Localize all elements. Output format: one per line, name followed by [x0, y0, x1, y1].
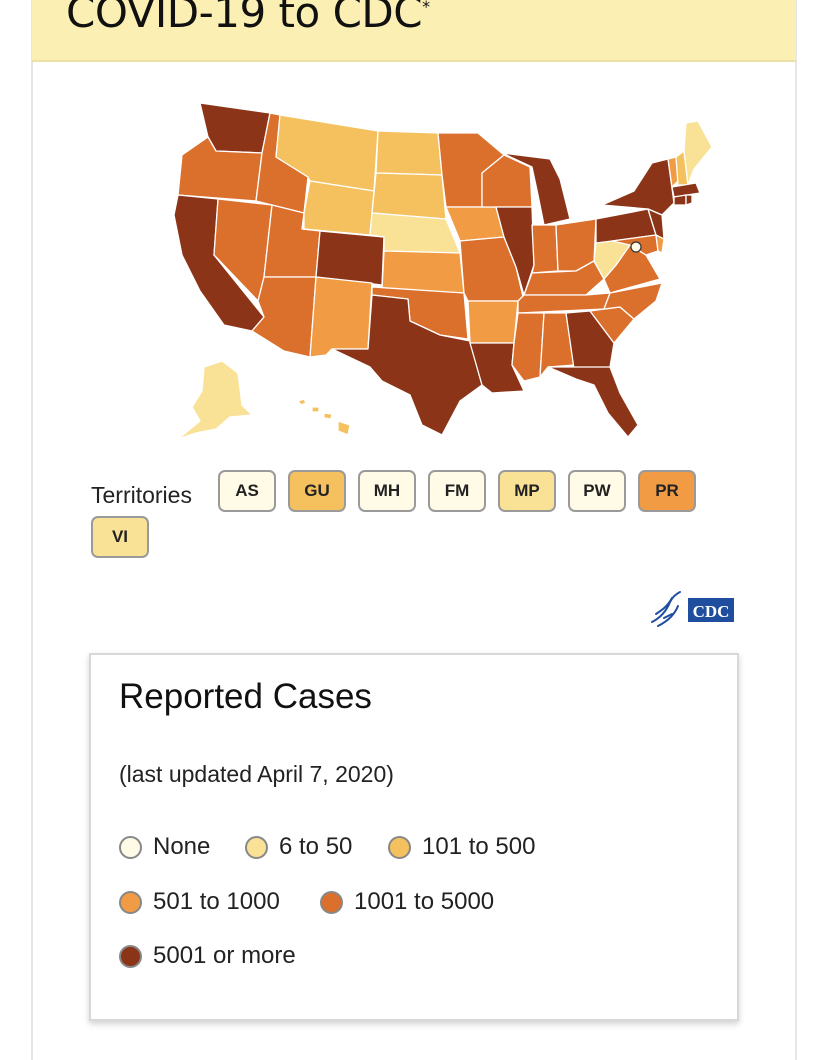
state-nebraska[interactable]: [369, 212, 461, 254]
territories-label: Territories: [91, 482, 192, 508]
state-hawaii[interactable]: [297, 398, 351, 436]
legend-item-101-to-500: 101 to 500: [388, 833, 535, 861]
state-indiana[interactable]: [531, 224, 559, 274]
legend-swatch: [119, 890, 142, 914]
territory-button-pw[interactable]: PW: [568, 470, 626, 512]
state-kansas[interactable]: [381, 250, 465, 294]
state-new-mexico[interactable]: [309, 276, 373, 358]
state-mississippi[interactable]: [511, 312, 545, 382]
card-header: COVID-19 to CDC*: [32, 0, 796, 62]
territory-button-as[interactable]: AS: [218, 470, 276, 512]
state-south-dakota[interactable]: [371, 172, 447, 220]
hhs-eagle-icon: [651, 591, 681, 627]
state-new-york[interactable]: [601, 158, 675, 216]
state-arkansas[interactable]: [467, 300, 519, 344]
legend-swatch: [388, 835, 411, 859]
legend-item-501-to-1000: 501 to 1000: [119, 888, 280, 916]
territory-button-mp[interactable]: MP: [498, 470, 556, 512]
state-georgia[interactable]: [565, 310, 615, 370]
state-wyoming[interactable]: [303, 180, 375, 236]
territory-button-gu[interactable]: GU: [288, 470, 346, 512]
state-iowa[interactable]: [445, 206, 505, 242]
cdc-logo-text: CDC: [693, 602, 730, 621]
legend-swatch: [245, 835, 268, 859]
legend-item-5001-or-more: 5001 or more: [119, 942, 296, 970]
legend-title: Reported Cases: [119, 677, 372, 716]
territory-button-mh[interactable]: MH: [358, 470, 416, 512]
us-states-map[interactable]: [120, 95, 720, 445]
state-delaware[interactable]: [655, 234, 665, 254]
legend-panel: Reported Cases (last updated April 7, 20…: [89, 653, 739, 1021]
state-alabama[interactable]: [539, 312, 575, 378]
cdc-logo[interactable]: CDC: [648, 588, 738, 635]
state-connecticut[interactable]: [673, 194, 687, 206]
territory-button-pr[interactable]: PR: [638, 470, 696, 512]
state-alaska[interactable]: [177, 360, 253, 440]
state-michigan[interactable]: [501, 152, 571, 226]
state-north-dakota[interactable]: [375, 130, 443, 176]
legend-item-1001-to-5000: 1001 to 5000: [320, 888, 494, 916]
legend-swatch: [320, 890, 343, 914]
map-card: [31, 0, 797, 1060]
state-texas[interactable]: [331, 294, 483, 436]
page-title: COVID-19 to CDC*: [66, 0, 430, 37]
territory-button-vi[interactable]: VI: [91, 516, 149, 558]
state-rhode-island[interactable]: [685, 194, 693, 206]
state-colorado[interactable]: [315, 230, 385, 286]
state-massachusetts[interactable]: [671, 182, 701, 198]
legend-item-6-to-50: 6 to 50: [245, 833, 352, 861]
legend-updated-date: (last updated April 7, 2020): [119, 761, 394, 787]
dc-marker[interactable]: [630, 241, 642, 253]
territory-button-fm[interactable]: FM: [428, 470, 486, 512]
legend-item-none: None: [119, 833, 210, 861]
legend-swatch: [119, 944, 142, 968]
legend-swatch: [119, 835, 142, 859]
state-florida[interactable]: [547, 366, 639, 438]
state-maine[interactable]: [683, 120, 713, 186]
